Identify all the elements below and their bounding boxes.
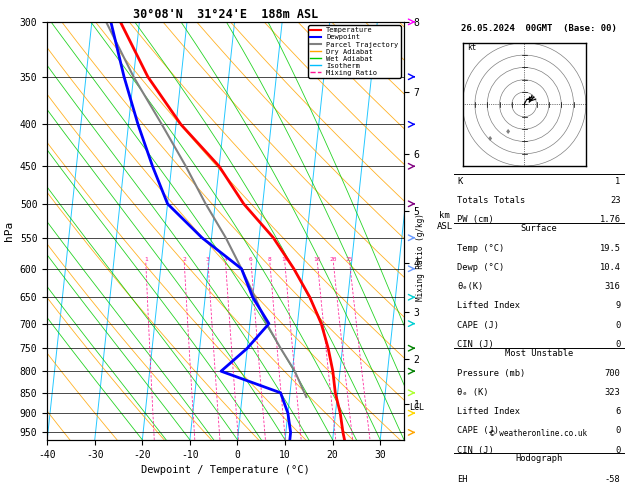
Text: 316: 316 <box>605 282 621 291</box>
X-axis label: Dewpoint / Temperature (°C): Dewpoint / Temperature (°C) <box>142 465 310 475</box>
Text: Surface: Surface <box>520 224 557 233</box>
Text: PW (cm): PW (cm) <box>457 215 494 224</box>
Text: 6: 6 <box>615 407 621 416</box>
Y-axis label: hPa: hPa <box>4 221 14 241</box>
Text: 0: 0 <box>615 446 621 455</box>
Text: 16: 16 <box>313 257 321 262</box>
Text: 0: 0 <box>615 426 621 435</box>
Text: 25: 25 <box>345 257 353 262</box>
Text: EH: EH <box>457 474 467 484</box>
Text: Totals Totals: Totals Totals <box>457 196 525 205</box>
Y-axis label: km
ASL: km ASL <box>437 211 453 231</box>
Text: 700: 700 <box>605 369 621 378</box>
Text: Lifted Index: Lifted Index <box>457 301 520 311</box>
Text: Pressure (mb): Pressure (mb) <box>457 369 525 378</box>
Text: CIN (J): CIN (J) <box>457 446 494 455</box>
Text: CAPE (J): CAPE (J) <box>457 321 499 330</box>
Text: 9: 9 <box>615 301 621 311</box>
Text: 10.4: 10.4 <box>599 263 621 272</box>
Text: Lifted Index: Lifted Index <box>457 407 520 416</box>
Text: 0: 0 <box>615 340 621 349</box>
Text: 6: 6 <box>249 257 253 262</box>
Text: 2: 2 <box>182 257 186 262</box>
Text: 1: 1 <box>144 257 148 262</box>
Text: © weatheronline.co.uk: © weatheronline.co.uk <box>490 429 587 438</box>
Text: K: K <box>457 176 462 186</box>
Text: Hodograph: Hodograph <box>515 454 562 463</box>
Text: LCL: LCL <box>409 402 425 412</box>
Text: 20: 20 <box>330 257 337 262</box>
Legend: Temperature, Dewpoint, Parcel Trajectory, Dry Adiabat, Wet Adiabat, Isotherm, Mi: Temperature, Dewpoint, Parcel Trajectory… <box>308 25 401 78</box>
Text: CAPE (J): CAPE (J) <box>457 426 499 435</box>
Text: 0: 0 <box>615 321 621 330</box>
Text: 26.05.2024  00GMT  (Base: 00): 26.05.2024 00GMT (Base: 00) <box>461 24 617 33</box>
Title: 30°08'N  31°24'E  188m ASL: 30°08'N 31°24'E 188m ASL <box>133 8 318 21</box>
Text: 323: 323 <box>605 388 621 397</box>
Text: 1.76: 1.76 <box>599 215 621 224</box>
Text: CIN (J): CIN (J) <box>457 340 494 349</box>
Text: Dewp (°C): Dewp (°C) <box>457 263 504 272</box>
Text: kt: kt <box>467 43 477 52</box>
Text: Most Unstable: Most Unstable <box>504 348 573 358</box>
Text: 19.5: 19.5 <box>599 244 621 253</box>
Text: θₑ (K): θₑ (K) <box>457 388 489 397</box>
Text: 4: 4 <box>223 257 227 262</box>
Text: θₑ(K): θₑ(K) <box>457 282 483 291</box>
Text: 3: 3 <box>206 257 209 262</box>
Text: ♦: ♦ <box>487 137 494 142</box>
Text: ♦: ♦ <box>504 129 511 135</box>
Text: 23: 23 <box>610 196 621 205</box>
Text: 10: 10 <box>281 257 288 262</box>
Text: Mixing Ratio (g/kg): Mixing Ratio (g/kg) <box>416 213 425 301</box>
Text: 1: 1 <box>615 176 621 186</box>
Text: 8: 8 <box>268 257 272 262</box>
Text: Temp (°C): Temp (°C) <box>457 244 504 253</box>
Text: -58: -58 <box>605 474 621 484</box>
